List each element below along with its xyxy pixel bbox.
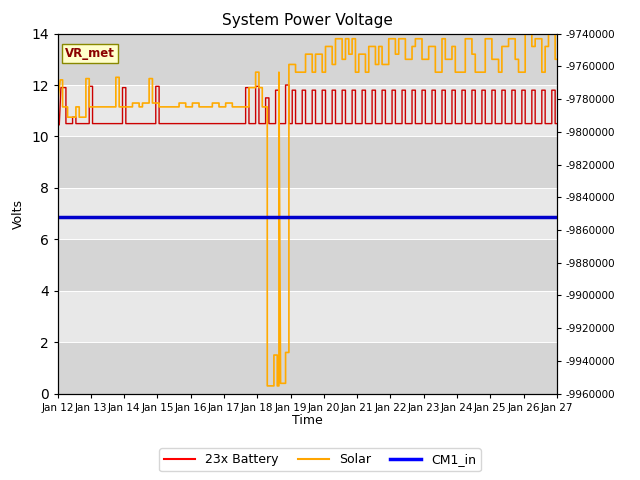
Legend: 23x Battery, Solar, CM1_in: 23x Battery, Solar, CM1_in bbox=[159, 448, 481, 471]
Text: VR_met: VR_met bbox=[65, 47, 115, 60]
Y-axis label: Volts: Volts bbox=[12, 199, 26, 228]
Bar bbox=[58, 136, 557, 188]
Bar bbox=[58, 240, 557, 291]
Bar bbox=[58, 342, 557, 394]
X-axis label: Time: Time bbox=[292, 414, 323, 427]
Bar bbox=[58, 34, 557, 85]
Title: System Power Voltage: System Power Voltage bbox=[222, 13, 392, 28]
